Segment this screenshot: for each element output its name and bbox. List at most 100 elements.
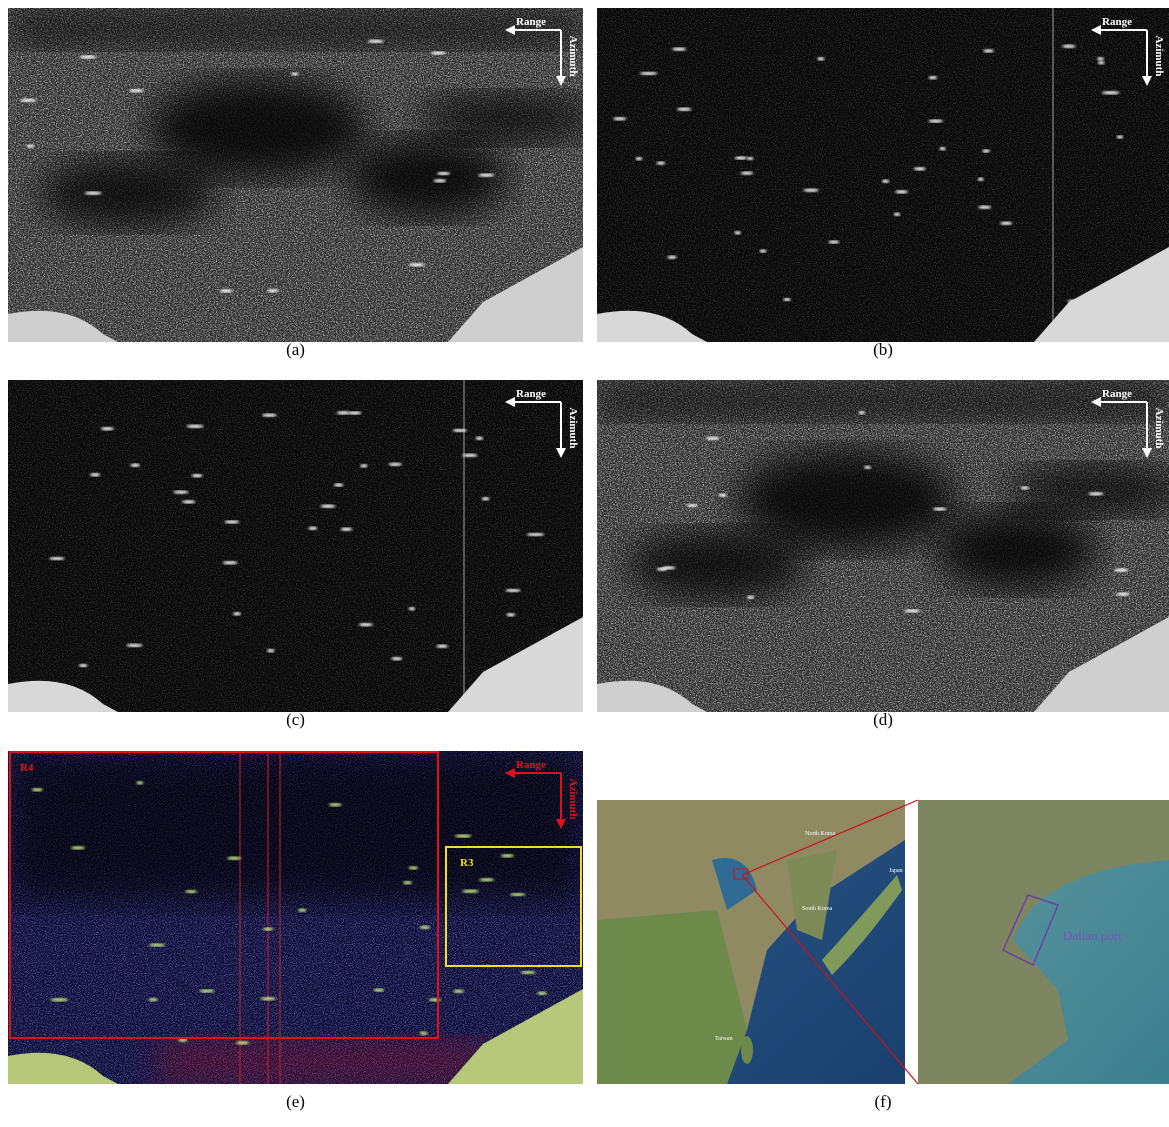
ship xyxy=(476,437,484,440)
ship xyxy=(613,117,626,120)
ship xyxy=(178,1039,187,1042)
ship xyxy=(437,172,450,175)
ship xyxy=(409,263,425,266)
map-label: Dalian port xyxy=(1063,928,1122,943)
sar-image xyxy=(8,8,598,342)
ship xyxy=(220,289,233,292)
ship xyxy=(149,943,165,946)
ship xyxy=(391,657,402,660)
azimuth-label: Azimuth xyxy=(1153,36,1165,77)
ship xyxy=(734,231,740,234)
ship xyxy=(403,881,412,884)
range-label: Range xyxy=(516,388,546,400)
ship xyxy=(1000,222,1012,225)
ship xyxy=(933,507,946,510)
azimuth-label: Azimuth xyxy=(567,408,579,449)
ship xyxy=(187,425,204,428)
ship xyxy=(672,48,686,51)
caption: (f) xyxy=(875,1092,892,1111)
dark-area xyxy=(418,93,598,143)
dark-area xyxy=(148,78,368,178)
ship xyxy=(185,890,197,893)
ship xyxy=(482,497,490,500)
ship xyxy=(817,57,824,60)
speckle xyxy=(8,380,583,712)
ship xyxy=(667,256,676,259)
caption: (c) xyxy=(286,710,305,729)
sar-image xyxy=(597,8,1169,342)
sar-image xyxy=(597,380,1169,712)
ship xyxy=(20,99,36,102)
dark-area xyxy=(38,158,218,228)
ship xyxy=(49,557,64,560)
ship xyxy=(192,474,203,477)
panel: Range Azimuth (c) xyxy=(8,380,583,729)
ship xyxy=(521,971,536,974)
ship xyxy=(50,998,68,1001)
ship xyxy=(173,491,188,494)
ship xyxy=(1097,57,1104,60)
ship xyxy=(263,927,273,930)
ship xyxy=(129,89,143,92)
ship xyxy=(267,289,279,292)
dark-area xyxy=(627,530,807,600)
azimuth-label: Azimuth xyxy=(567,36,579,77)
ship xyxy=(510,893,525,896)
range-label: Range xyxy=(516,16,546,28)
ship xyxy=(904,609,920,612)
panel: Range Azimuth (a) xyxy=(8,8,598,359)
ship xyxy=(337,411,350,414)
ship xyxy=(431,51,446,54)
ship xyxy=(436,645,448,648)
range-label: Range xyxy=(1102,388,1132,400)
ship xyxy=(233,612,241,615)
ship xyxy=(80,55,97,58)
ship xyxy=(1021,486,1029,489)
ship xyxy=(939,147,945,150)
sar-image xyxy=(8,380,583,712)
ship xyxy=(478,174,494,177)
ship xyxy=(978,206,991,209)
map-label: South Korea xyxy=(802,906,832,912)
ship xyxy=(719,494,727,497)
ship xyxy=(828,240,839,243)
ship xyxy=(348,411,361,414)
ship xyxy=(236,1041,249,1044)
ship xyxy=(928,76,937,79)
ship xyxy=(1116,593,1130,596)
ship xyxy=(859,411,865,414)
ship xyxy=(462,454,477,457)
ship xyxy=(479,878,494,881)
caption: (e) xyxy=(286,1092,305,1111)
ship xyxy=(223,561,238,564)
ship xyxy=(368,40,384,43)
ship xyxy=(895,190,908,193)
ship xyxy=(706,437,720,440)
ship xyxy=(261,997,276,1000)
azimuth-label: Azimuth xyxy=(567,779,579,820)
ship xyxy=(894,213,901,216)
caption: (a) xyxy=(286,340,305,359)
ship xyxy=(735,156,747,159)
dark-band xyxy=(8,8,583,48)
ship xyxy=(453,990,464,993)
ship xyxy=(130,464,140,467)
ship xyxy=(409,607,415,610)
caption: (b) xyxy=(873,340,893,359)
ship xyxy=(506,613,515,616)
ship xyxy=(225,520,239,523)
ship xyxy=(527,533,544,536)
ship xyxy=(308,527,317,530)
ship xyxy=(501,854,514,857)
range-label: Range xyxy=(1102,16,1132,28)
speckle xyxy=(597,8,1169,342)
ship xyxy=(101,427,114,430)
map-label: Taiwan xyxy=(715,1036,733,1042)
ship xyxy=(760,249,767,252)
dark-area xyxy=(737,450,957,550)
ship xyxy=(636,157,643,160)
page: Range Azimuth (a) Range Azimuth (b) Range Azimu… xyxy=(0,0,1169,1122)
ship xyxy=(1088,492,1103,495)
dark-area xyxy=(348,138,508,218)
